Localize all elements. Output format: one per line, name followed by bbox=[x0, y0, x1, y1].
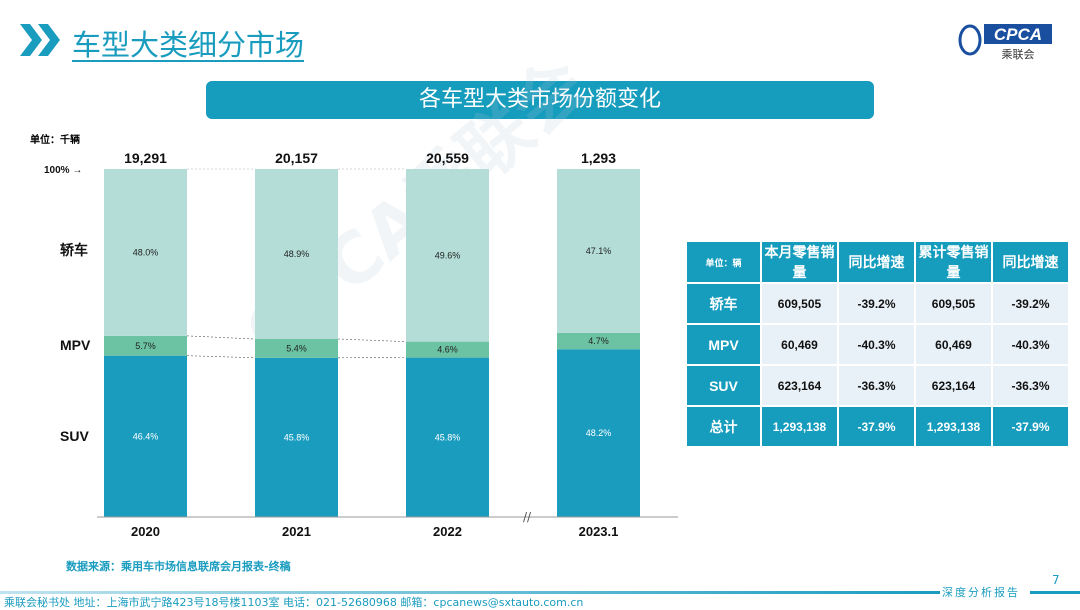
series-label: SUV bbox=[60, 428, 89, 444]
cell: 609,505 bbox=[762, 284, 837, 323]
chevron-icon bbox=[20, 24, 66, 56]
footer-divider bbox=[1030, 591, 1080, 594]
connector-line bbox=[187, 356, 255, 358]
data-label: 5.7% bbox=[135, 341, 156, 351]
total-label: 20,559 bbox=[426, 150, 469, 166]
top-label: 100% → bbox=[44, 165, 82, 176]
data-label: 5.4% bbox=[286, 343, 307, 353]
svg-text:CPCA: CPCA bbox=[994, 25, 1042, 44]
total-label: 20,157 bbox=[275, 150, 318, 166]
cell: -40.3% bbox=[839, 325, 914, 364]
total-label: 1,293 bbox=[581, 150, 616, 166]
row-header: 轿车 bbox=[687, 284, 760, 323]
x-tick-label: 2022 bbox=[433, 524, 462, 539]
cell: 623,164 bbox=[916, 366, 991, 405]
header-cell: 单位：辆 bbox=[687, 242, 760, 282]
x-tick-label: 2023.1 bbox=[579, 524, 619, 539]
cell: -40.3% bbox=[993, 325, 1068, 364]
cell: 60,469 bbox=[916, 325, 991, 364]
cell: 1,293,138 bbox=[762, 407, 837, 446]
cell: 623,164 bbox=[762, 366, 837, 405]
header-cell: 累计零售销量 bbox=[916, 242, 991, 282]
x-tick-label: 2021 bbox=[282, 524, 311, 539]
data-label: 47.1% bbox=[586, 246, 612, 256]
data-label: 4.7% bbox=[588, 336, 609, 346]
data-label: 46.4% bbox=[133, 431, 159, 441]
data-label: 45.8% bbox=[284, 432, 310, 442]
table-header: 单位：辆 本月零售销量 同比增速 累计零售销量 同比增速 bbox=[687, 242, 1068, 282]
data-label: 4.6% bbox=[437, 345, 458, 355]
stacked-bar-chart: 46.4% 5.7% 48.0% 19,291 2020 45.8% 5.4% 48.9% 20… bbox=[0, 140, 690, 550]
report-label: 深度分析报告 bbox=[942, 584, 1020, 600]
cell: 60,469 bbox=[762, 325, 837, 364]
data-label: 48.2% bbox=[586, 428, 612, 438]
cpca-logo: CPCA 乘联会 bbox=[956, 20, 1056, 62]
data-label: 49.6% bbox=[435, 250, 461, 260]
series-label: MPV bbox=[60, 337, 91, 353]
header-cell: 同比增速 bbox=[993, 242, 1068, 282]
connector-line bbox=[338, 339, 406, 342]
cell: 609,505 bbox=[916, 284, 991, 323]
data-label: 45.8% bbox=[435, 432, 461, 442]
header-cell: 同比增速 bbox=[839, 242, 914, 282]
cell: -37.9% bbox=[839, 407, 914, 446]
cell: -36.3% bbox=[993, 366, 1068, 405]
cell: -37.9% bbox=[993, 407, 1068, 446]
svg-text:乘联会: 乘联会 bbox=[1002, 48, 1035, 61]
connector-line bbox=[187, 336, 255, 339]
page-number: 7 bbox=[1052, 573, 1060, 587]
cell: -39.2% bbox=[839, 284, 914, 323]
row-header: 总计 bbox=[687, 407, 760, 446]
series-label: 轿车 bbox=[60, 242, 88, 258]
data-source: 数据来源：乘用车市场信息联席会月报表-终稿 bbox=[66, 558, 291, 574]
total-label: 19,291 bbox=[124, 150, 167, 166]
data-label: 48.9% bbox=[284, 249, 310, 259]
page-title: 车型大类细分市场 bbox=[72, 22, 304, 64]
cell: -39.2% bbox=[993, 284, 1068, 323]
x-tick-label: 2020 bbox=[131, 524, 160, 539]
row-header: SUV bbox=[687, 366, 760, 405]
cell: 1,293,138 bbox=[916, 407, 991, 446]
cell: -36.3% bbox=[839, 366, 914, 405]
data-label: 48.0% bbox=[133, 247, 159, 257]
axis-break: // bbox=[523, 510, 532, 524]
row-header: MPV bbox=[687, 325, 760, 364]
header-cell: 本月零售销量 bbox=[762, 242, 837, 282]
